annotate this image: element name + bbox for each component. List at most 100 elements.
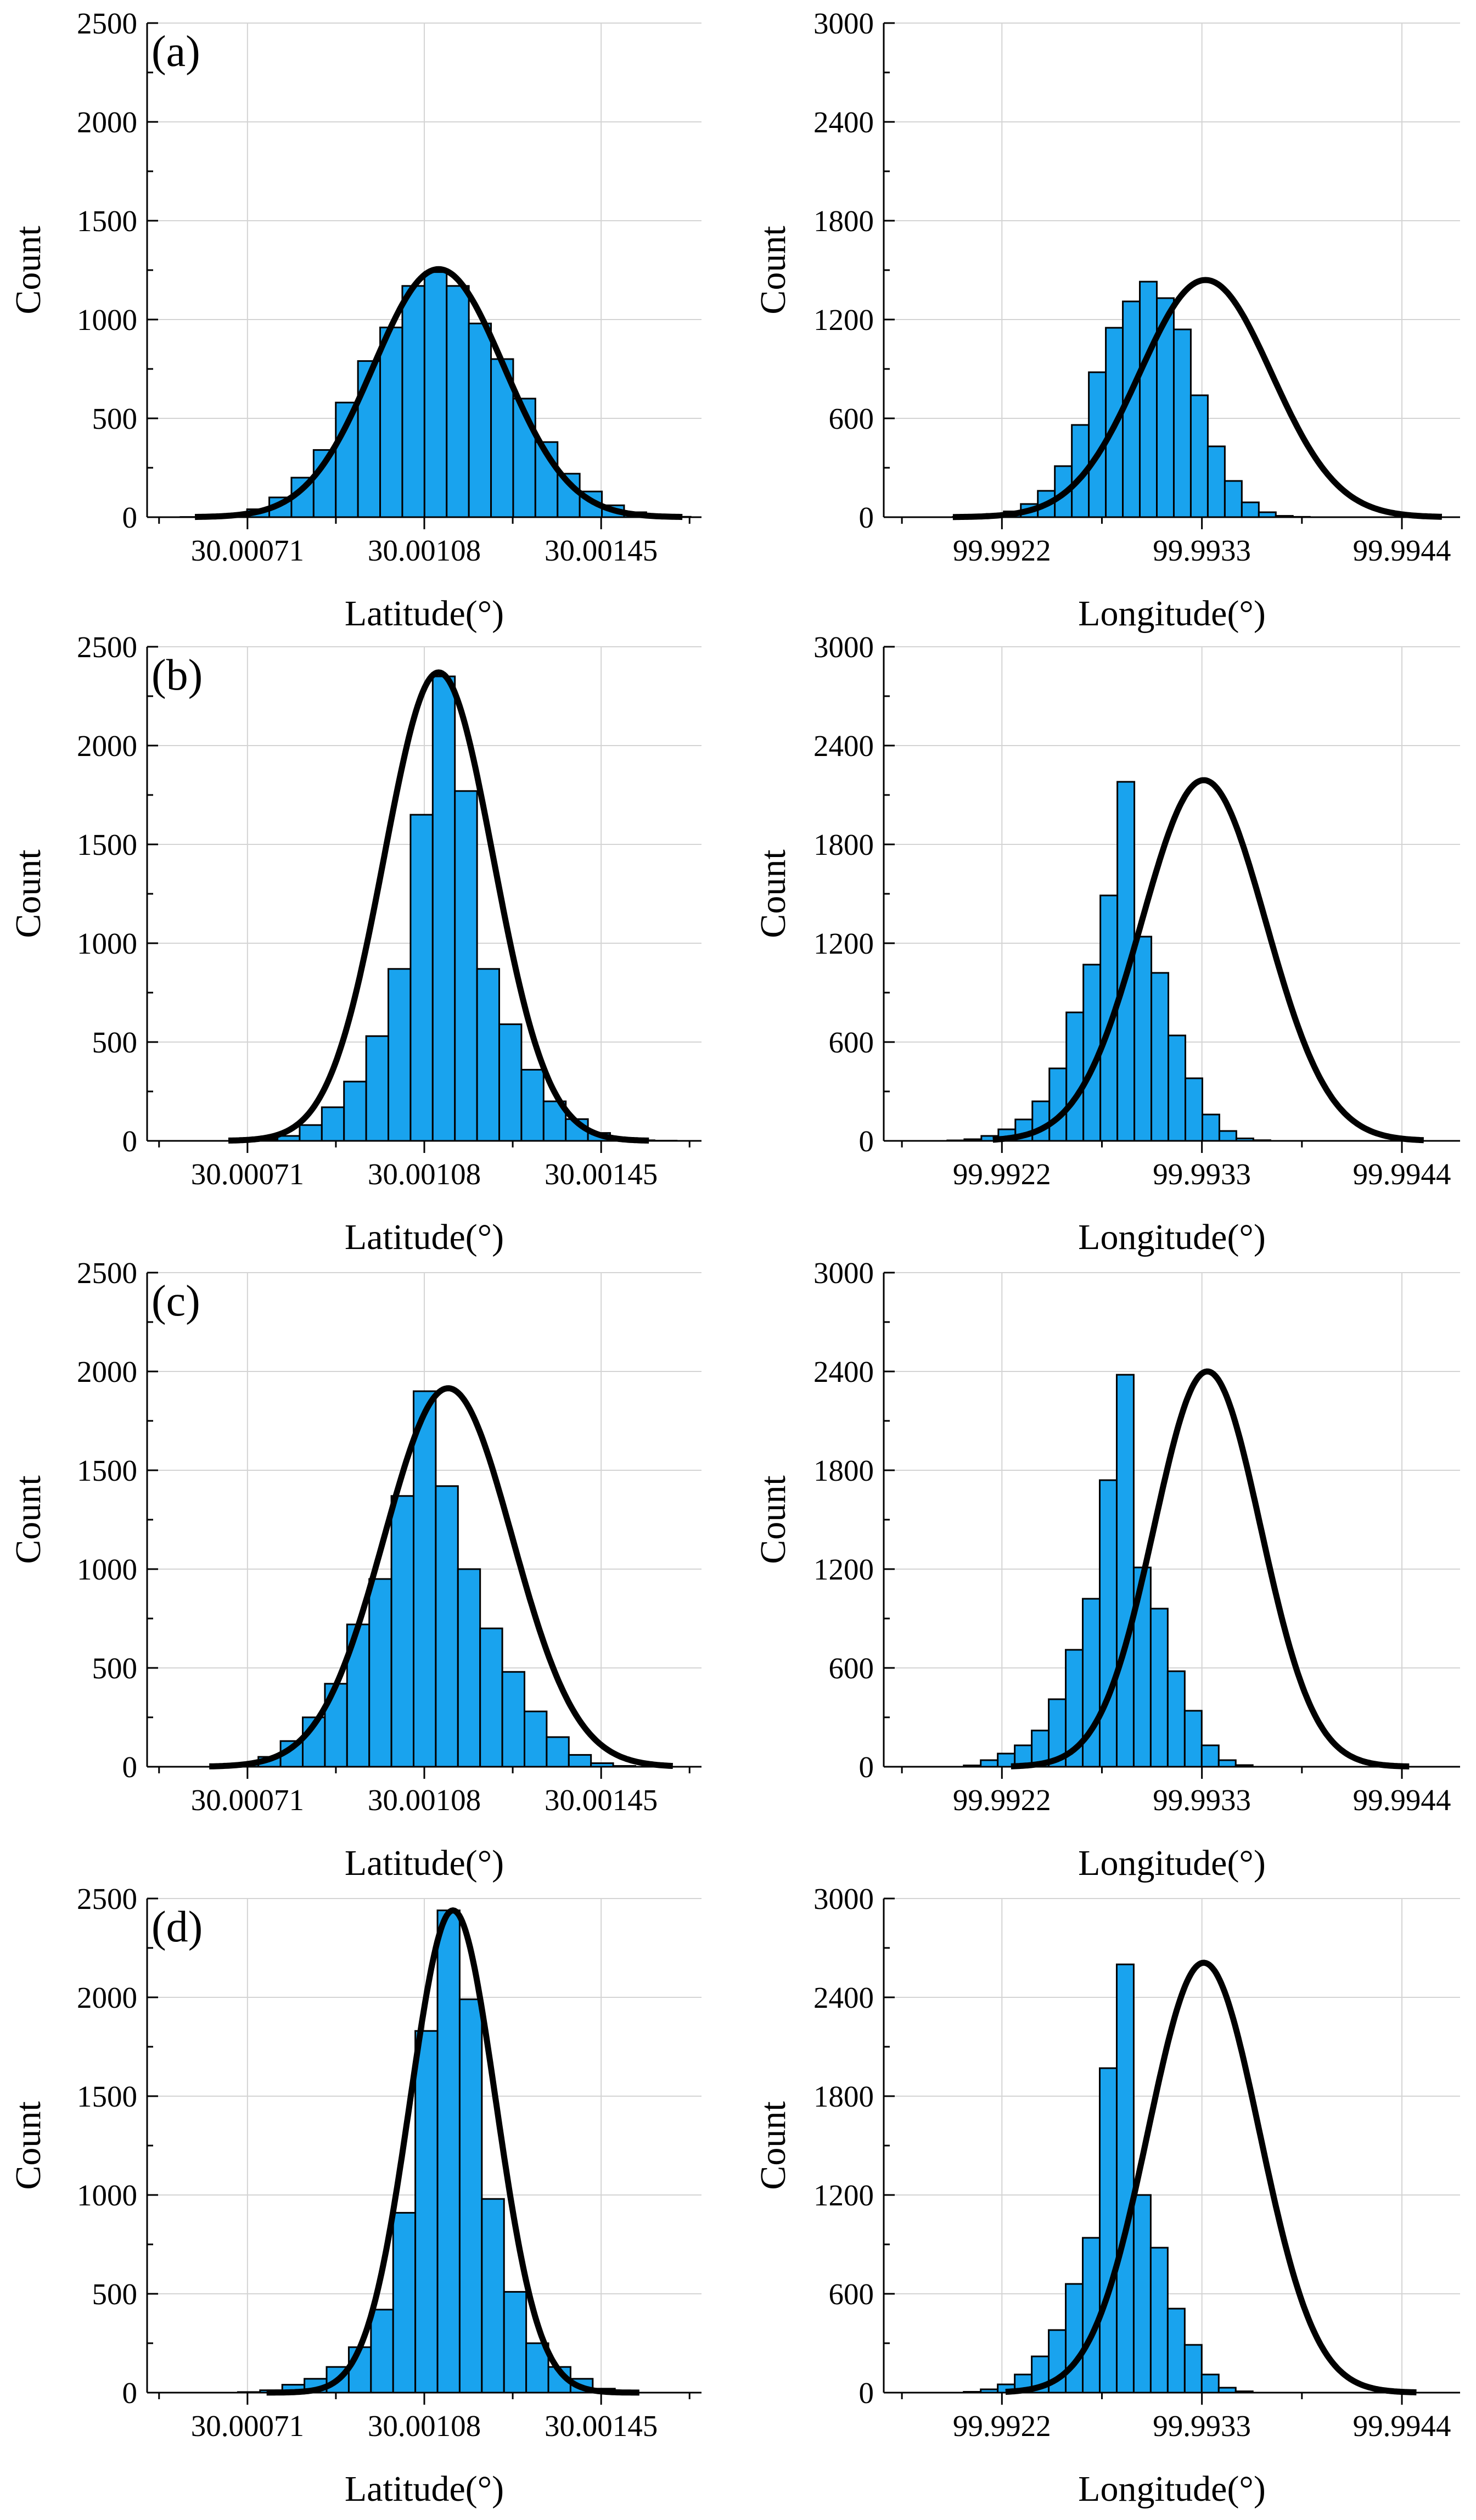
x-tick-label: 30.00108 (368, 1157, 481, 1191)
y-tick-label: 3000 (813, 1256, 874, 1290)
y-tick-label: 0 (859, 501, 874, 534)
histogram-bar (980, 1759, 999, 1768)
histogram-bar (1168, 1034, 1187, 1142)
y-axis-title: Count (8, 226, 48, 314)
x-axis-title: Latitude(°) (345, 593, 504, 634)
histogram-bar (1115, 1374, 1135, 1768)
histogram-bar (1183, 2344, 1203, 2394)
histogram-bar (476, 968, 501, 1142)
x-tick-label: 30.00108 (368, 1783, 481, 1817)
chart-c-lat: 0 500 1000 1500 2000 2500 30.00071 30.00108 30.0… (8, 1256, 701, 1883)
histogram-bar (1132, 2194, 1152, 2394)
y-tick-label: 2400 (813, 729, 874, 763)
y-tick-label: 2000 (77, 1355, 137, 1388)
y-tick-label: 1800 (813, 828, 874, 861)
histogram-bar (370, 2309, 394, 2394)
histogram-bar (392, 2211, 417, 2394)
y-tick-label: 0 (122, 2376, 138, 2410)
histogram-bar (1065, 2283, 1084, 2394)
histogram-bar (1048, 1067, 1068, 1142)
histogram-bar (357, 360, 381, 518)
histogram-bar (568, 1754, 592, 1768)
histogram-bar (1151, 972, 1170, 1142)
x-tick-label: 99.9933 (1153, 1783, 1251, 1817)
y-tick-label: 0 (122, 1124, 138, 1158)
panel-label: (b) (151, 651, 203, 699)
chart-b-lon: 0 600 1200 1800 2400 3000 99.9922 99.9933 99.994… (753, 630, 1460, 1257)
histogram-bar (1241, 501, 1260, 518)
y-tick-label: 1500 (77, 828, 137, 861)
y-tick-label: 0 (859, 2376, 874, 2410)
histogram-bar (1065, 1011, 1085, 1142)
x-tick-label: 99.9922 (953, 1783, 1051, 1817)
histogram-bar (379, 326, 403, 518)
histogram-bar (523, 1710, 548, 1768)
y-tick-label: 1200 (813, 1553, 874, 1586)
histogram-bar (1166, 1670, 1186, 1768)
histogram-bar (458, 1998, 483, 2394)
chart-d-lon: 0 600 1200 1800 2400 3000 99.9922 99.9933 99.994… (753, 1882, 1460, 2509)
panel-label: (c) (151, 1277, 200, 1325)
y-tick-label: 600 (829, 1026, 874, 1059)
histogram-bar (1166, 2308, 1186, 2394)
y-tick-label: 600 (829, 402, 874, 435)
x-tick-label: 99.9922 (953, 534, 1051, 567)
histogram-bar (498, 1023, 523, 1142)
gaussian-fit-curve (1004, 1959, 1418, 2395)
y-tick-label: 1200 (813, 2179, 874, 2212)
histogram-bar (365, 1035, 390, 1142)
y-tick-label: 3000 (813, 7, 874, 40)
y-tick-label: 500 (92, 1026, 138, 1059)
histogram-bar (479, 1627, 503, 1768)
panel-label: (d) (151, 1903, 203, 1951)
y-tick-label: 2500 (77, 630, 137, 664)
y-tick-label: 600 (829, 2277, 874, 2311)
gaussian-fit-curve (208, 1385, 674, 1769)
y-tick-label: 1500 (77, 1454, 137, 1487)
x-tick-label: 99.9933 (1153, 534, 1251, 567)
x-tick-label: 99.9944 (1353, 2409, 1451, 2443)
histogram-bar (503, 2291, 527, 2394)
chart-a-lat: 0 500 1000 1500 2000 2500 30.00071 30.00108 30.0… (8, 7, 701, 634)
x-axis-title: Latitude(°) (345, 2469, 504, 2509)
histogram-bar (1224, 480, 1243, 518)
histogram-bar (1206, 445, 1226, 518)
y-tick-label: 600 (829, 1651, 874, 1685)
y-tick-label: 500 (92, 402, 138, 435)
y-axis-title: Count (8, 849, 48, 938)
x-tick-label: 99.9922 (953, 2409, 1051, 2443)
x-axis-title: Longitude(°) (1078, 1217, 1266, 1257)
histogram-bar (1115, 1963, 1135, 2394)
histogram-bar (481, 2198, 505, 2394)
histogram-bar (1218, 1130, 1237, 1142)
histogram-bar (1149, 1608, 1169, 1768)
x-axis-title: Latitude(°) (345, 1843, 504, 1883)
y-tick-label: 2500 (77, 1256, 137, 1290)
x-tick-label: 30.00071 (191, 534, 304, 567)
y-tick-label: 1200 (813, 303, 874, 337)
histogram-bar (454, 790, 478, 1142)
x-axis-title: Longitude(°) (1078, 593, 1266, 634)
histogram-bar (501, 1671, 525, 1768)
y-tick-label: 0 (122, 501, 138, 534)
gaussian-fit-curve (194, 266, 683, 520)
histogram-bar (431, 675, 456, 1142)
y-tick-label: 1000 (77, 2179, 137, 2212)
y-tick-label: 2400 (813, 1355, 874, 1388)
x-tick-label: 30.00108 (368, 534, 481, 567)
y-axis-title: Count (753, 849, 793, 938)
histogram-bar (1189, 394, 1209, 518)
histogram-bar (321, 1106, 345, 1142)
y-tick-label: 1000 (77, 927, 137, 960)
histogram-bar (388, 968, 412, 1142)
x-tick-label: 30.00071 (191, 2409, 304, 2443)
x-tick-label: 99.9933 (1153, 1157, 1251, 1191)
histogram-bar (390, 1495, 414, 1768)
y-tick-label: 2000 (77, 1981, 137, 2014)
y-tick-label: 1800 (813, 2080, 874, 2113)
histogram-bar (343, 1080, 367, 1142)
y-tick-label: 2000 (77, 729, 137, 763)
histogram-bar (401, 285, 425, 518)
y-tick-label: 1500 (77, 204, 137, 238)
